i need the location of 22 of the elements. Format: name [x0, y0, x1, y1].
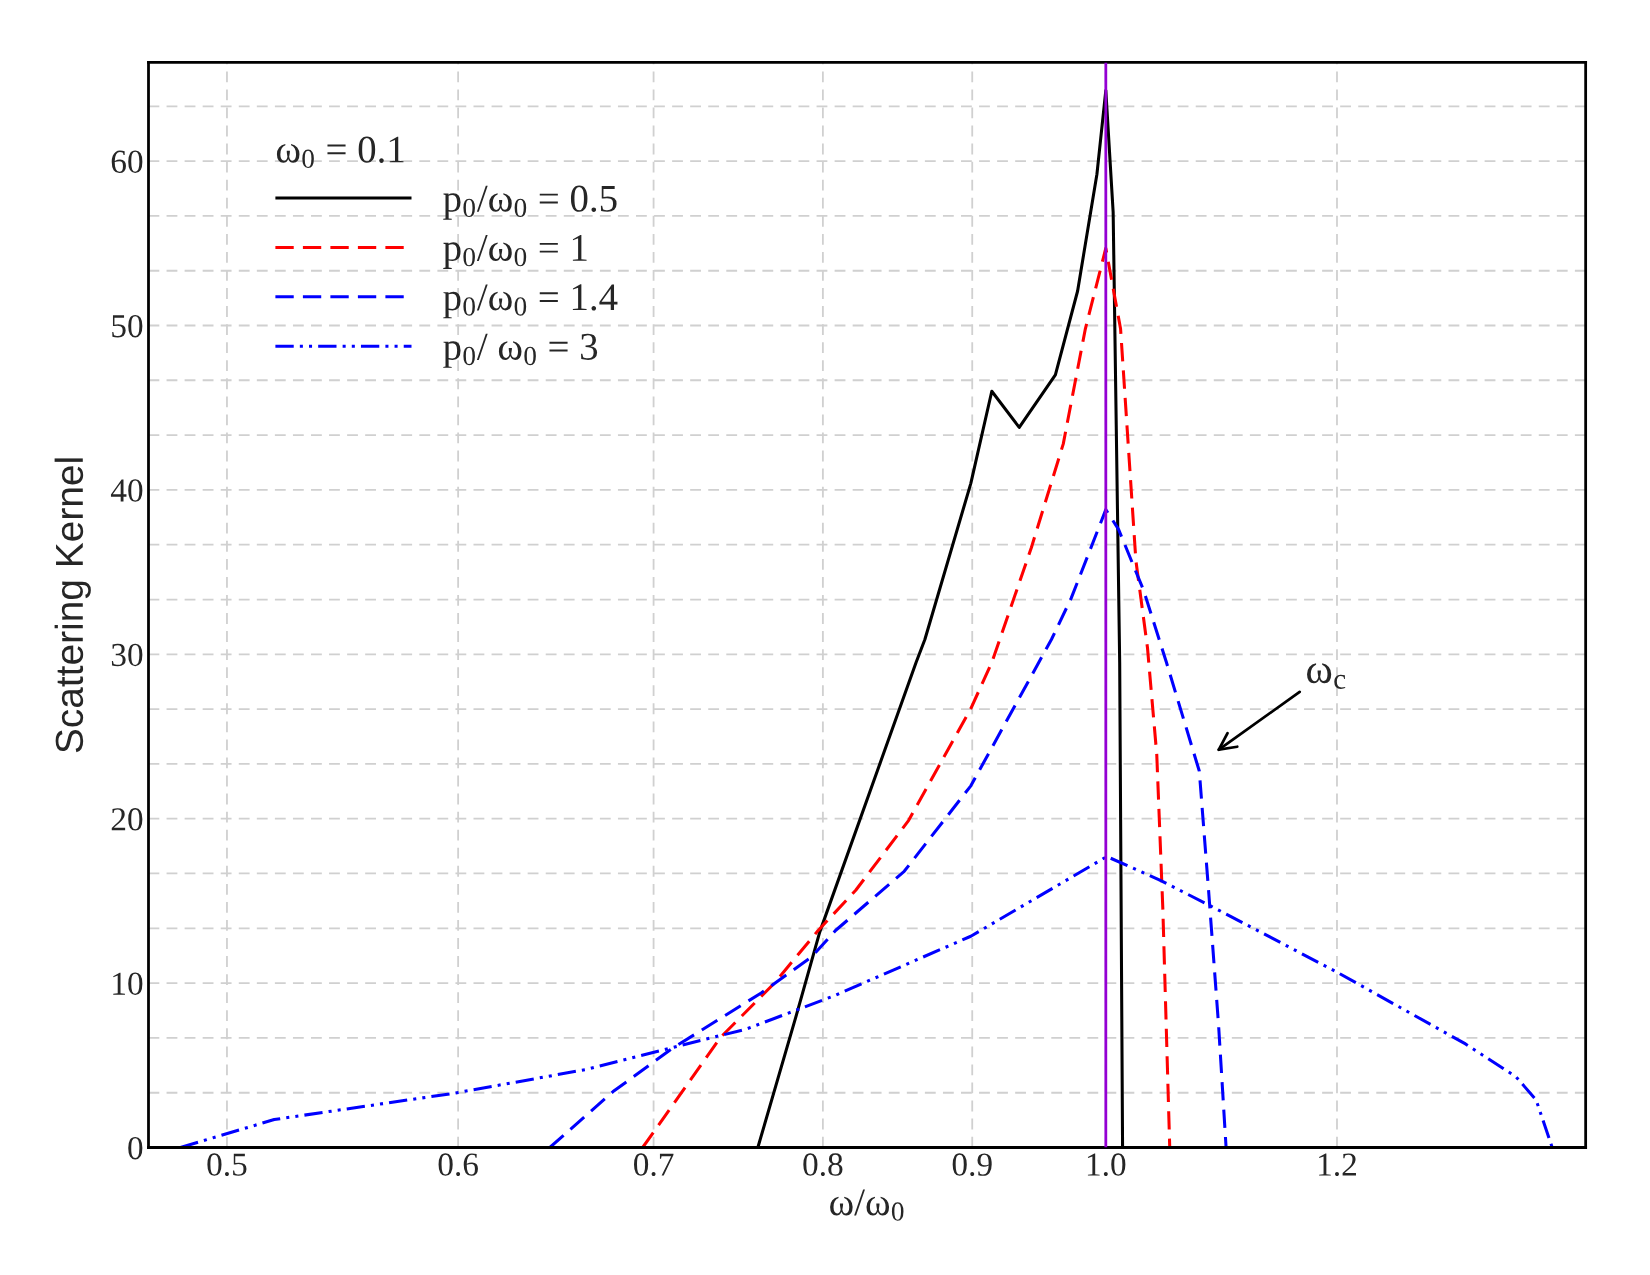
legend-title: ω$_{0}$ = 0.1: [276, 136, 404, 168]
x-tick-label: 0.5: [207, 1153, 247, 1176]
y-tick-label: 50: [112, 314, 143, 338]
y-tick-label: 60: [111, 150, 143, 174]
y-tick-label: 30: [111, 643, 143, 667]
x-tick-label: 0.9: [952, 1153, 992, 1176]
y-axis-title: Scattering Kernel: [54, 458, 91, 753]
legend-label: p$_{0}$/ω$_{0}$ = 1.4: [443, 284, 618, 319]
x-tick-label: 0.7: [634, 1153, 674, 1176]
x-tick-label: 1.2: [1319, 1153, 1356, 1176]
x-tick-label: 0.6: [438, 1153, 478, 1176]
x-axis-title: ω/ω$_{0}$: [830, 1189, 904, 1221]
annotation: ω$_{c}$: [1307, 663, 1346, 689]
y-tick-label: 40: [110, 479, 143, 502]
x-tick-label: 0.8: [803, 1153, 843, 1176]
legend-label: p$_{0}$/ω$_{0}$ = 1: [443, 234, 587, 269]
x-tick-label: 1.0: [1087, 1153, 1126, 1176]
legend-label: p$_{0}$/ω$_{0}$ = 0.5: [443, 185, 617, 220]
y-tick-label: 10: [113, 972, 143, 995]
y-tick-label: 0: [128, 1136, 143, 1160]
legend-label: p$_{0}$/ ω$_{0}$ = 3: [443, 333, 598, 368]
y-tick-label: 20: [111, 808, 143, 831]
